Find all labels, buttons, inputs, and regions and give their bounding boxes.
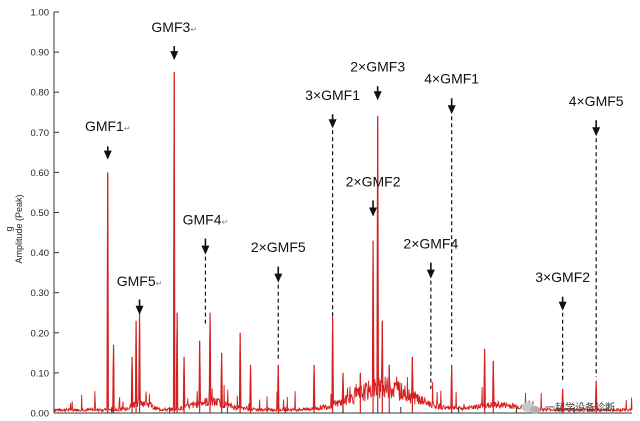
- y-tick-label: 0.10: [31, 368, 50, 379]
- watermark: 一起学设备诊断: [521, 401, 615, 414]
- tick-label-layer: 0.00 0.10 0.20 0.30 0.40 0.50 0.60 0.70 0.80 0.90…: [31, 8, 50, 420]
- annotation: 2×GMF5: [251, 239, 306, 361]
- annotation-arrow-head: [373, 91, 382, 101]
- annotation-arrow-head: [426, 269, 435, 279]
- annotation-arrow-head: [328, 119, 337, 129]
- y-tick-label: 0.20: [31, 328, 50, 339]
- annotation-arrow-head: [274, 273, 283, 283]
- annotation-arrow-head: [135, 305, 144, 315]
- annotation-label: 4×GMF1: [424, 70, 479, 86]
- y-tick-label: 0.90: [31, 48, 50, 59]
- annotation: 2×GMF3: [350, 58, 405, 101]
- y-tick-label: 0.40: [31, 248, 50, 259]
- annotation-arrow-head: [170, 51, 179, 61]
- annotation-label: 2×GMF2: [346, 173, 401, 189]
- annotation-label: 3×GMF1: [305, 87, 360, 103]
- spectrum-series-line: [53, 72, 633, 413]
- y-axis-title: Amplitude (Peak): [14, 194, 24, 263]
- annotation-label: 2×GMF4: [403, 236, 458, 252]
- annotation-label: 3×GMF2: [535, 269, 590, 285]
- y-tick-label: 0.80: [31, 88, 50, 99]
- y-axis-unit: g: [4, 226, 14, 231]
- annotation-arrow-head: [103, 150, 112, 160]
- annotation-label: GMF4↵: [183, 212, 229, 228]
- y-tick-label: 0.00: [31, 409, 50, 420]
- annotation-arrow-head: [447, 105, 456, 115]
- y-axis-title-group: g Amplitude (Peak): [4, 194, 24, 263]
- annotation: GMF3↵: [151, 19, 197, 61]
- annotation: GMF5↵: [117, 273, 163, 315]
- y-tick-label: 1.00: [31, 8, 50, 19]
- annotation: 2×GMF4: [403, 236, 458, 389]
- annotation: GMF1↵: [85, 118, 131, 160]
- annotation-label: 2×GMF3: [350, 58, 405, 74]
- annotation: 4×GMF1: [424, 70, 479, 357]
- annotation-arrow-head: [201, 245, 210, 255]
- annotation: 3×GMF2: [535, 269, 590, 381]
- annotation-arrow-head: [558, 301, 567, 311]
- annotation: 2×GMF2: [346, 173, 401, 217]
- annotation-label: GMF3↵: [151, 19, 197, 35]
- wechat-icon: [521, 402, 540, 414]
- y-tick-label: 0.70: [31, 128, 50, 139]
- annotation-label: GMF5↵: [117, 273, 163, 289]
- annotation-label: GMF1↵: [85, 118, 131, 134]
- annotation-arrow-head: [592, 127, 601, 137]
- watermark-text: 一起学设备诊断: [545, 401, 615, 414]
- annotation-arrow-head: [369, 207, 378, 217]
- annotation: GMF4↵: [183, 212, 229, 325]
- y-tick-label: 0.30: [31, 288, 50, 299]
- annotation-label: 2×GMF5: [251, 239, 306, 255]
- annotation: 3×GMF1: [305, 87, 360, 317]
- annotation-label: 4×GMF5: [569, 93, 624, 109]
- y-tick-label: 0.50: [31, 208, 50, 219]
- axes-layer: [53, 11, 632, 414]
- annotation-layer: GMF1↵ GMF5↵ GMF3↵ GMF4↵ 2×GMF5 3×GMF1 2×GMF3 2×…: [85, 19, 624, 389]
- y-tick-label: 0.60: [31, 168, 50, 179]
- annotation: 4×GMF5: [569, 93, 624, 377]
- series-layer: [53, 72, 633, 413]
